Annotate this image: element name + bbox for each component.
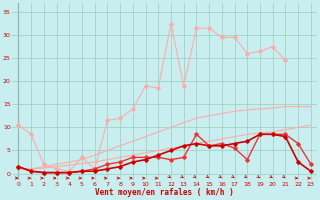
X-axis label: Vent moyen/en rafales ( km/h ): Vent moyen/en rafales ( km/h ) bbox=[95, 188, 234, 197]
